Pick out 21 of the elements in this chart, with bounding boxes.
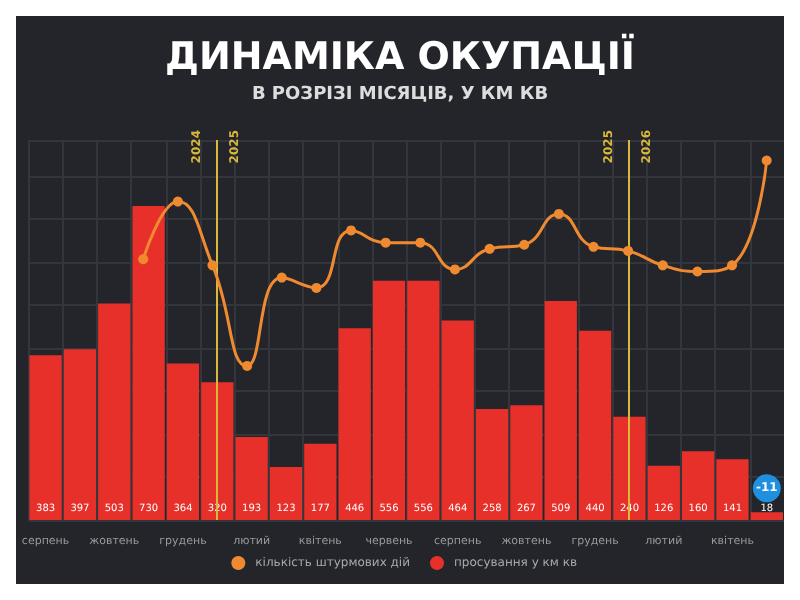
point [138, 254, 149, 265]
point [449, 264, 460, 275]
point [761, 155, 772, 166]
point [276, 272, 287, 283]
point [346, 225, 357, 236]
chart-title: ДИНАМІКА ОКУПАЦІЇ [165, 33, 635, 79]
point [415, 237, 426, 248]
point [242, 360, 253, 371]
point [519, 239, 530, 250]
point [311, 282, 322, 293]
point [172, 196, 183, 207]
point [623, 245, 634, 256]
point [380, 237, 391, 248]
point [588, 241, 599, 252]
point [727, 260, 738, 271]
point [657, 260, 668, 271]
point [553, 208, 564, 219]
point [484, 243, 495, 254]
point [692, 266, 703, 277]
point [207, 260, 218, 271]
chart-subtitle: В РОЗРІЗІ МІСЯЦІВ, У КМ КВ [251, 85, 549, 105]
